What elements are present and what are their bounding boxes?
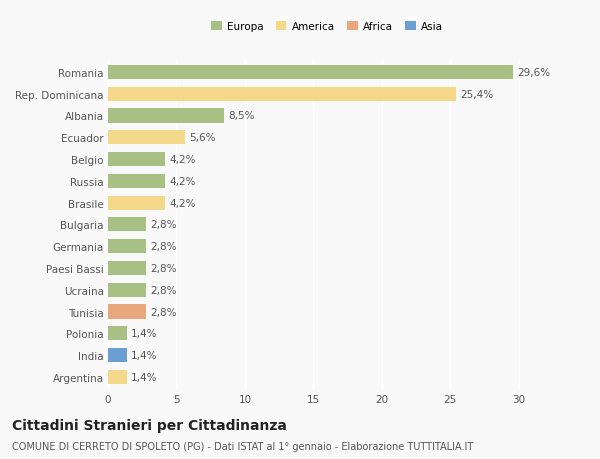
Bar	[108, 283, 146, 297]
Text: COMUNE DI CERRETO DI SPOLETO (PG) - Dati ISTAT al 1° gennaio - Elaborazione TUTT: COMUNE DI CERRETO DI SPOLETO (PG) - Dati…	[12, 441, 473, 451]
Bar	[108, 261, 146, 275]
Text: 1,4%: 1,4%	[131, 329, 158, 339]
Text: 5,6%: 5,6%	[189, 133, 215, 143]
Bar	[108, 174, 166, 189]
Bar	[108, 109, 224, 123]
Bar	[108, 152, 166, 167]
Text: 4,2%: 4,2%	[170, 198, 196, 208]
Legend: Europa, America, Africa, Asia: Europa, America, Africa, Asia	[211, 22, 443, 32]
Text: 1,4%: 1,4%	[131, 350, 158, 360]
Bar	[108, 240, 146, 254]
Text: 8,5%: 8,5%	[229, 111, 255, 121]
Bar	[108, 370, 127, 384]
Bar	[108, 326, 127, 341]
Text: 2,8%: 2,8%	[151, 307, 177, 317]
Text: 4,2%: 4,2%	[170, 176, 196, 186]
Text: 1,4%: 1,4%	[131, 372, 158, 382]
Bar	[108, 305, 146, 319]
Text: 2,8%: 2,8%	[151, 285, 177, 295]
Bar	[108, 218, 146, 232]
Text: 4,2%: 4,2%	[170, 155, 196, 165]
Text: Cittadini Stranieri per Cittadinanza: Cittadini Stranieri per Cittadinanza	[12, 418, 287, 431]
Text: 2,8%: 2,8%	[151, 220, 177, 230]
Bar	[108, 131, 185, 145]
Bar	[108, 66, 513, 80]
Text: 2,8%: 2,8%	[151, 241, 177, 252]
Text: 29,6%: 29,6%	[517, 68, 550, 78]
Text: 2,8%: 2,8%	[151, 263, 177, 274]
Bar	[108, 196, 166, 210]
Text: 25,4%: 25,4%	[460, 90, 493, 100]
Bar	[108, 348, 127, 363]
Bar	[108, 87, 455, 101]
